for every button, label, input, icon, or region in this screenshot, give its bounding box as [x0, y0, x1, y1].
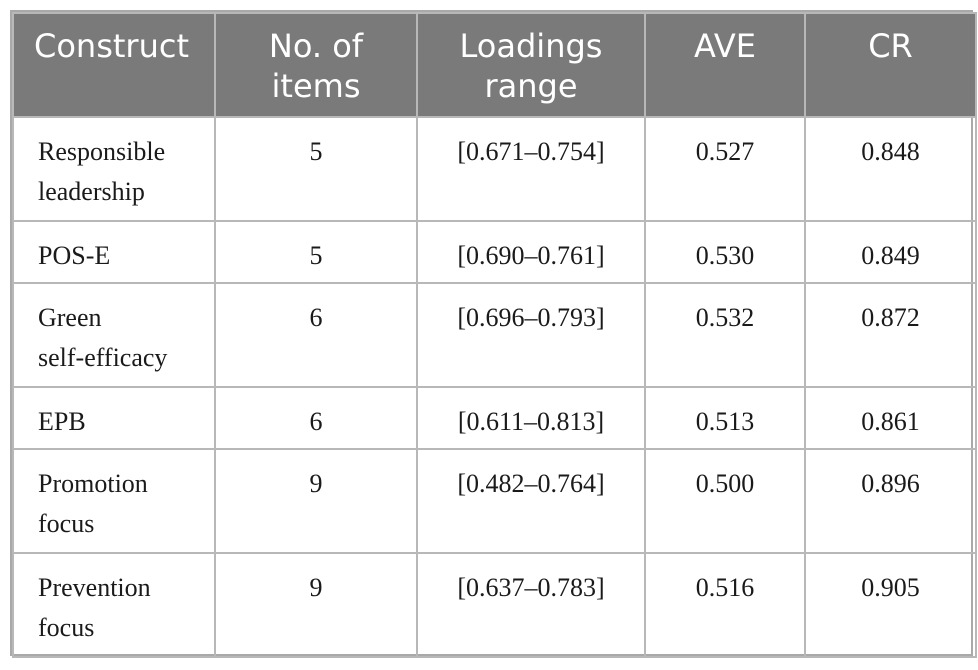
table-row: Responsible leadership 5 [0.671–0.754] 0.… [12, 116, 977, 222]
table-row: Prevention focus 9 [0.637–0.783] 0.516 0.… [12, 552, 977, 658]
construct-line2: leadership [38, 177, 145, 206]
cell-construct: Promotion focus [12, 448, 216, 554]
cell-cr: 0.848 [804, 116, 977, 222]
construct-line1: Promotion [38, 469, 148, 498]
header-construct: Construct [12, 12, 216, 118]
cell-items: 5 [214, 220, 418, 284]
cell-ave: 0.516 [644, 552, 806, 658]
header-cr: CR [804, 12, 977, 118]
cell-loadings: [0.482–0.764] [416, 448, 646, 554]
data-table-container: Construct No. of items Loadings range AVE … [10, 10, 977, 658]
cell-cr: 0.872 [804, 282, 977, 388]
header-items-line2: items [271, 67, 361, 105]
cell-loadings: [0.637–0.783] [416, 552, 646, 658]
cell-construct: EPB [12, 386, 216, 450]
cell-loadings: [0.611–0.813] [416, 386, 646, 450]
header-loadings-line1: Loadings [459, 27, 603, 65]
cell-cr: 0.861 [804, 386, 977, 450]
table-row: Promotion focus 9 [0.482–0.764] 0.500 0.8… [12, 448, 977, 554]
construct-line2: focus [38, 613, 95, 642]
header-ave-label: AVE [694, 27, 756, 65]
header-loadings-line2: range [484, 67, 578, 105]
constructs-table: Construct No. of items Loadings range AVE … [12, 12, 977, 658]
construct-line1: POS-E [38, 241, 111, 270]
construct-line2: focus [38, 509, 95, 538]
cell-construct: Green self-efficacy [12, 282, 216, 388]
cell-items: 9 [214, 448, 418, 554]
header-loadings: Loadings range [416, 12, 646, 118]
construct-line2: self-efficacy [38, 343, 168, 372]
cell-ave: 0.527 [644, 116, 806, 222]
construct-line1: Green [38, 303, 102, 332]
construct-line1: Prevention [38, 573, 151, 602]
cell-construct: Responsible leadership [12, 116, 216, 222]
cell-ave: 0.513 [644, 386, 806, 450]
cell-cr: 0.896 [804, 448, 977, 554]
header-items: No. of items [214, 12, 418, 118]
table-row: POS-E 5 [0.690–0.761] 0.530 0.849 [12, 220, 977, 284]
cell-ave: 0.500 [644, 448, 806, 554]
cell-cr: 0.849 [804, 220, 977, 284]
construct-line1: EPB [38, 407, 86, 436]
cell-construct: Prevention focus [12, 552, 216, 658]
header-row: Construct No. of items Loadings range AVE … [12, 12, 977, 118]
construct-line1: Responsible [38, 137, 166, 166]
header-construct-label: Construct [34, 27, 189, 65]
cell-items: 6 [214, 282, 418, 388]
cell-items: 5 [214, 116, 418, 222]
header-items-line1: No. of [268, 27, 364, 65]
cell-loadings: [0.690–0.761] [416, 220, 646, 284]
cell-loadings: [0.696–0.793] [416, 282, 646, 388]
cell-cr: 0.905 [804, 552, 977, 658]
table-row: Green self-efficacy 6 [0.696–0.793] 0.532… [12, 282, 977, 388]
cell-items: 6 [214, 386, 418, 450]
cell-ave: 0.530 [644, 220, 806, 284]
header-ave: AVE [644, 12, 806, 118]
cell-construct: POS-E [12, 220, 216, 284]
cell-items: 9 [214, 552, 418, 658]
cell-ave: 0.532 [644, 282, 806, 388]
cell-loadings: [0.671–0.754] [416, 116, 646, 222]
header-cr-label: CR [868, 27, 913, 65]
table-row: EPB 6 [0.611–0.813] 0.513 0.861 [12, 386, 977, 450]
